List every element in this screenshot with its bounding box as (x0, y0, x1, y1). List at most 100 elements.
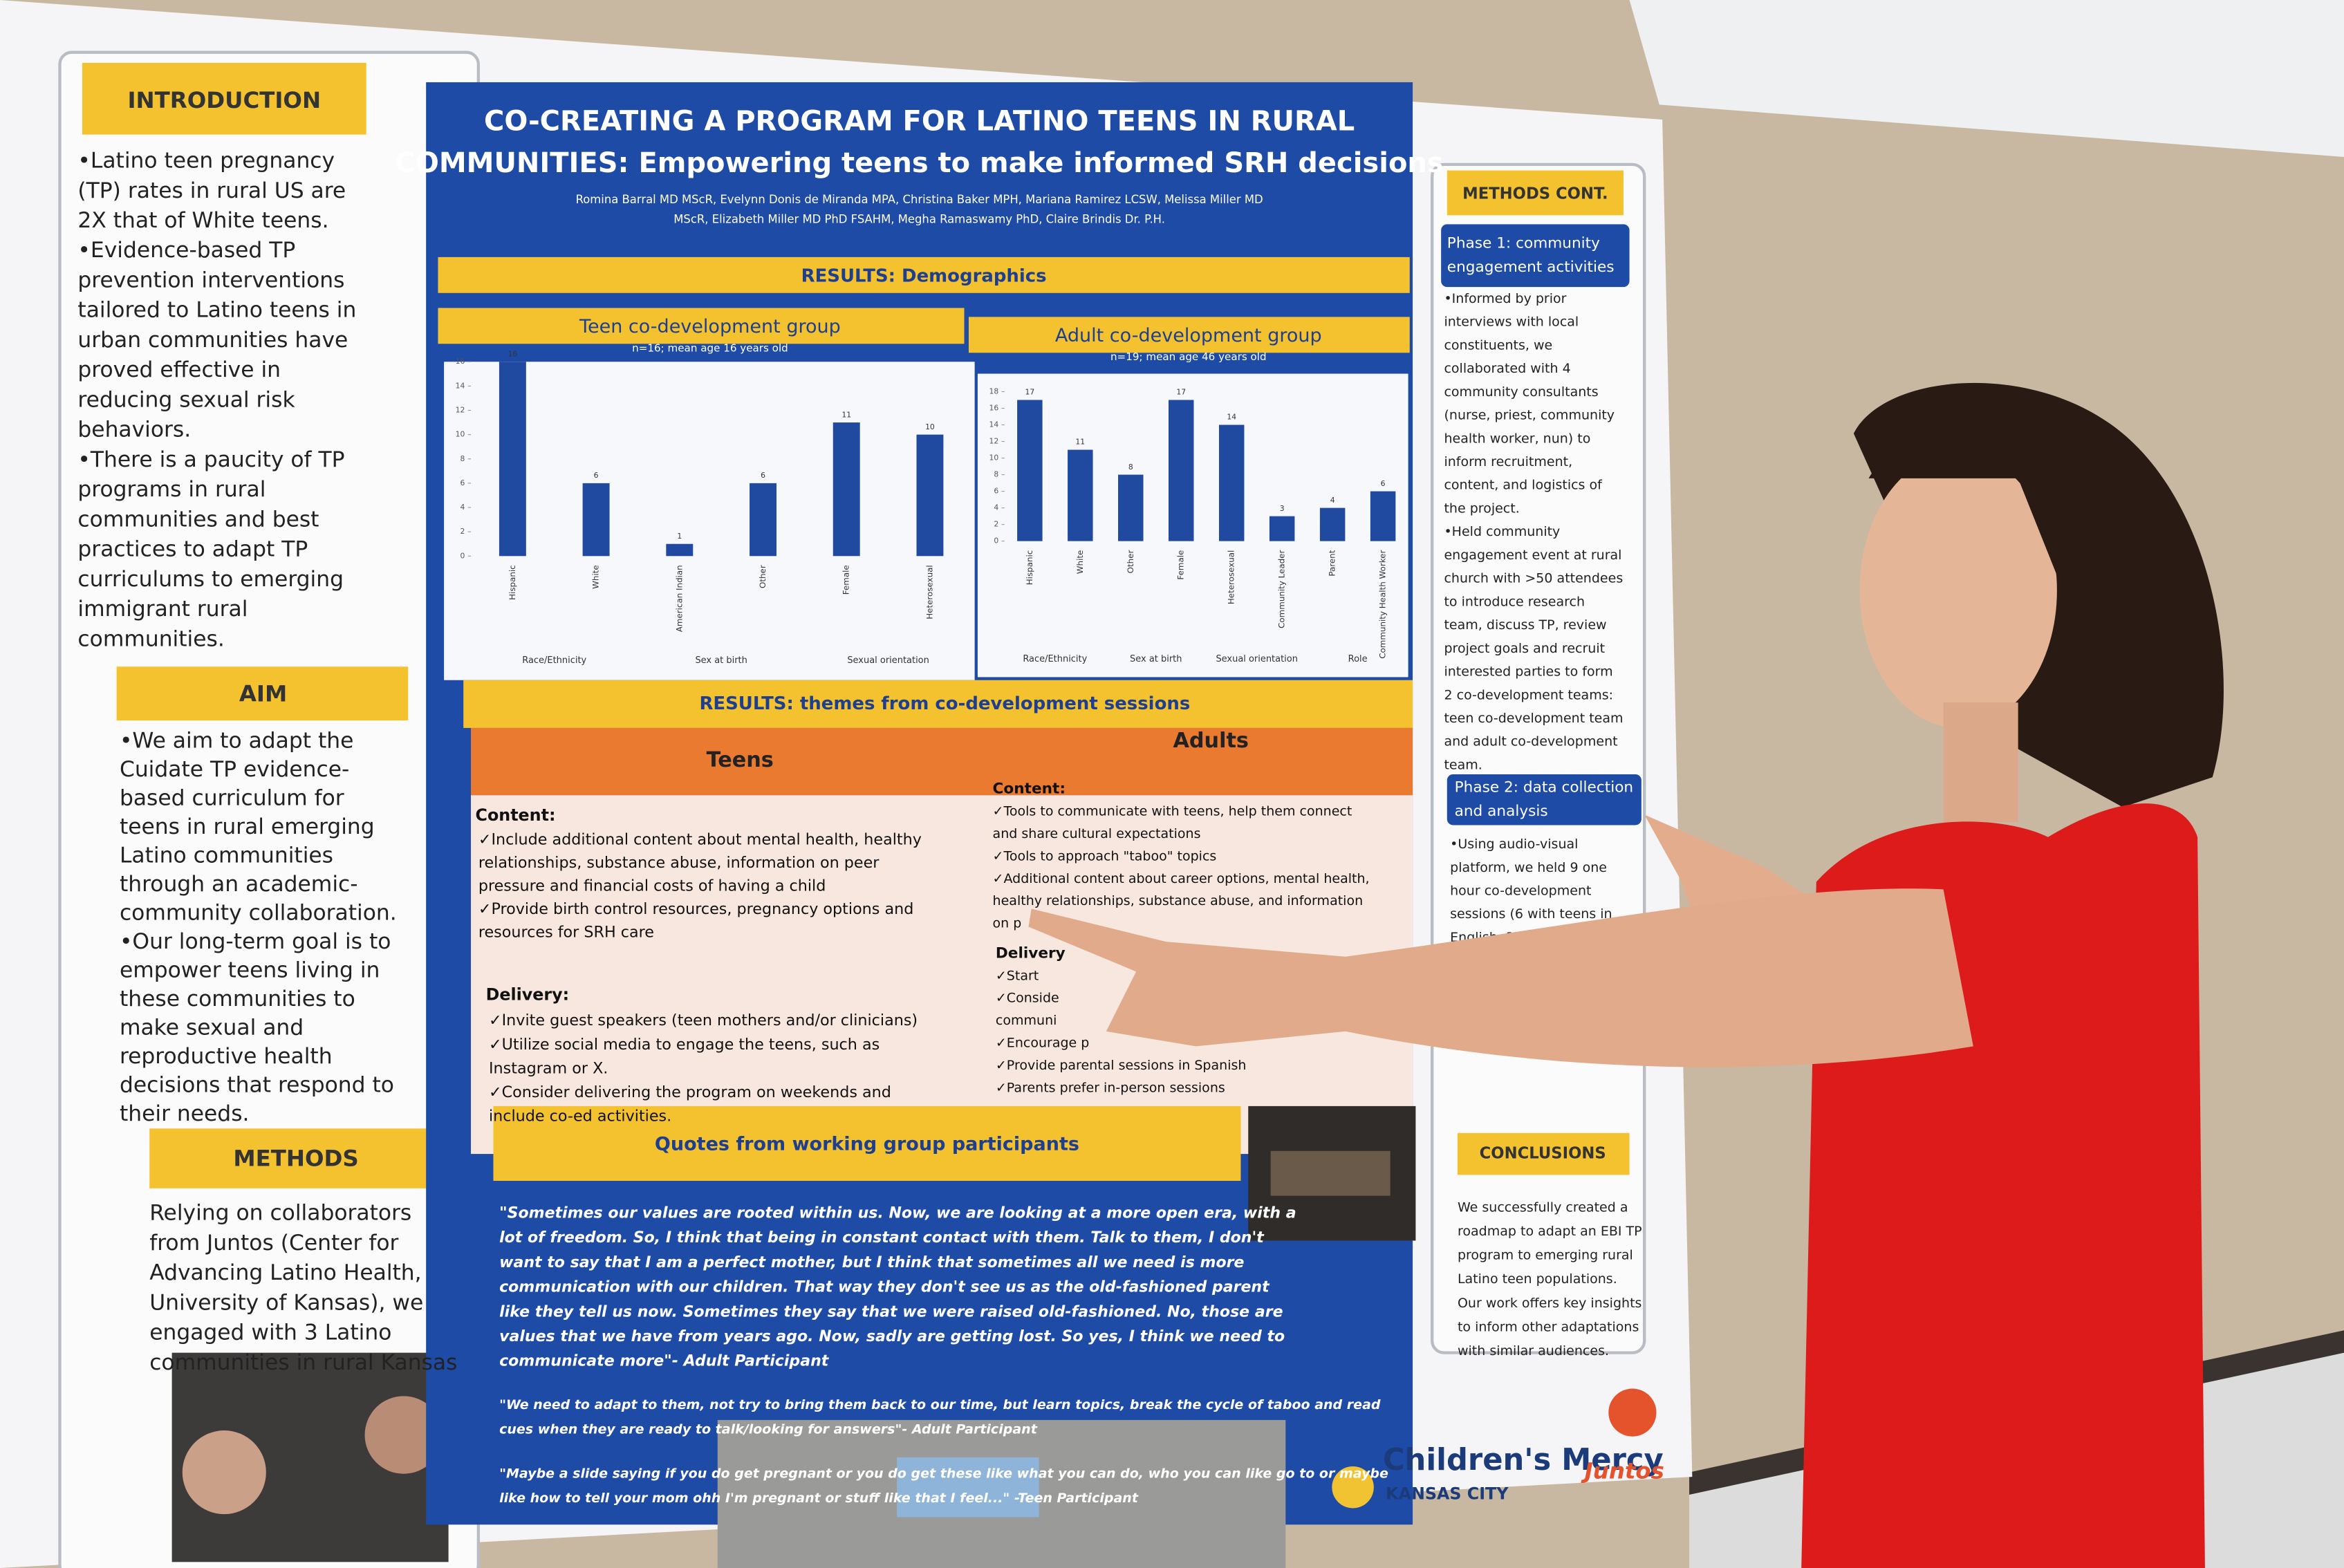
text: ✓Utilize social media to engage the teen… (489, 1036, 880, 1054)
text: to inform other adaptations (1458, 1319, 1639, 1334)
text: roadmap to adapt an EBI TP (1458, 1224, 1642, 1239)
text: program to emerging rural (1458, 1248, 1633, 1263)
photo-face (364, 1396, 443, 1474)
text: with similar audiences. (1458, 1343, 1609, 1359)
text: •Evidence-based TP (77, 238, 295, 263)
text: community consultants (1444, 384, 1598, 400)
text: Parent (1328, 550, 1337, 576)
person (1028, 382, 2224, 1568)
text: (TP) rates in rural US are (77, 178, 346, 203)
text: ✓Start (996, 968, 1039, 983)
text: ✓Tools to communicate with teens, help t… (993, 803, 1352, 819)
text: engagement event at rural (1444, 548, 1621, 563)
text: 12 (989, 437, 998, 446)
text: 2 (994, 520, 998, 529)
text: Delivery (996, 944, 1066, 962)
text: project goals and recruit (1444, 641, 1605, 656)
text: •There is a paucity of TP (77, 447, 344, 472)
text: Delivery: (486, 984, 569, 1004)
photo-screen (897, 1457, 1039, 1518)
text: teens in rural emerging (120, 814, 375, 839)
text: urban communities have (77, 328, 348, 353)
bar (833, 422, 860, 557)
text: 4 (994, 503, 998, 512)
text: church with >50 attendees (1444, 571, 1623, 586)
text: pressure and financial costs of having a… (478, 877, 826, 895)
text: 8 (1128, 463, 1133, 472)
text: interviews with local (1444, 315, 1579, 330)
text: Advancing Latino Health, (149, 1260, 421, 1285)
text: KANSAS CITY (1386, 1484, 1509, 1504)
text: We successfully created a (1458, 1200, 1628, 1215)
text: Content: (476, 805, 556, 825)
bar (582, 483, 610, 557)
table-header (471, 727, 1413, 796)
text: and adult co-development (1444, 734, 1617, 749)
bar (1118, 474, 1144, 541)
hair (1868, 424, 2093, 628)
text: proved effective in (77, 357, 281, 382)
text: 10 (925, 422, 935, 431)
text: 16 (989, 403, 998, 412)
text: based curriculum for (120, 785, 344, 810)
text: 2X that of White teens. (77, 208, 328, 233)
section-header (493, 1105, 1241, 1182)
text: White (591, 565, 601, 589)
text: Hispanic (508, 565, 517, 600)
bar (916, 434, 944, 557)
bar (1169, 400, 1194, 541)
text: n=19; mean age 46 years old (1110, 351, 1267, 363)
text: •Using audio-visual (1450, 837, 1578, 852)
text: Sex at birth (695, 655, 747, 666)
text: 6 (994, 487, 998, 496)
chart-header (438, 308, 965, 344)
text: communicate more"- Adult Participant (499, 1353, 830, 1370)
text: communities and best (77, 507, 319, 532)
text: Teens (707, 748, 774, 772)
text: teen co-development team (1444, 711, 1623, 726)
text: Race/Ethnicity (1023, 654, 1087, 664)
text: Other (758, 565, 768, 588)
ceiling (1629, 0, 2344, 158)
text: Latino communities (120, 843, 333, 868)
text: collaborated with 4 (1444, 361, 1570, 376)
arm (1028, 888, 1973, 1067)
text: ✓Include additional content about mental… (478, 831, 922, 849)
text: engaged with 3 Latino (149, 1320, 391, 1345)
logo-mark (1608, 1388, 1657, 1437)
text: Our work offers key insights (1458, 1296, 1642, 1311)
text: Female (841, 565, 851, 595)
text: Heterosexual (1227, 550, 1236, 605)
text: and share cultural expectations (993, 826, 1201, 841)
text: make sexual and (120, 1015, 304, 1040)
text: and analysis (1455, 803, 1548, 820)
text: Community Health Worker (1378, 550, 1388, 659)
text: Race/Ethnicity (522, 655, 586, 666)
text: platform, we held 9 one (1450, 860, 1607, 875)
bar (1269, 516, 1295, 541)
text: immigrant rural (77, 597, 248, 622)
phase-header (1441, 224, 1630, 288)
text: lot of freedom. So, I think that being i… (499, 1229, 1265, 1247)
text: prevention interventions (77, 268, 344, 292)
text: 6 (1381, 479, 1386, 488)
section-header (463, 680, 1413, 728)
text: 8 (461, 454, 465, 463)
text: RESULTS: themes from co-development sess… (699, 693, 1190, 714)
neck (1943, 702, 2018, 823)
face (1859, 453, 2057, 728)
chart-header (968, 317, 1410, 353)
text: cues when they are ready to talk/looking… (499, 1421, 1038, 1437)
text: communication with our children. That wa… (499, 1279, 1270, 1296)
text: healthy relationships, substance abuse, … (993, 893, 1364, 908)
text: 16 (456, 357, 465, 366)
text: reducing sexual risk (77, 387, 295, 412)
text: "We need to adapt to them, not try to br… (499, 1397, 1381, 1412)
text: AIM (239, 680, 287, 707)
text: CONCLUSIONS (1480, 1145, 1606, 1163)
section-header (149, 1128, 441, 1188)
bar (1370, 491, 1396, 541)
text: include co-ed activities. (489, 1108, 671, 1126)
text: team, discuss TP, review (1444, 617, 1606, 633)
